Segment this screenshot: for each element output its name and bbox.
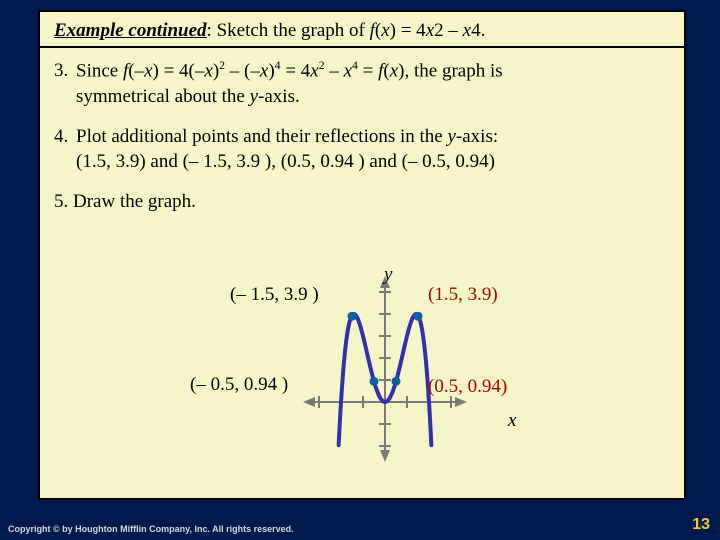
point-label-bot-left: (– 0.5, 0.94 ): [190, 374, 288, 396]
slide-body: 3. Since f(–x) = 4(–x)2 – (–x)4 = 4x2 – …: [40, 48, 684, 215]
x-axis-label: x: [508, 410, 516, 432]
point-label-bot-right: (0.5, 0.94): [428, 376, 507, 398]
step-4: 4. Plot additional points and their refl…: [54, 124, 670, 175]
graph-area: y x (– 1.5, 3.9 ) (1.5, 3.9) (– 0.5, 0.9…: [200, 254, 570, 492]
title-lead: Example continued: [54, 20, 207, 41]
slide-title: Example continued: Sketch the graph of f…: [40, 12, 684, 48]
step-5: 5. Draw the graph.: [54, 189, 670, 215]
copyright-footer: Copyright © by Houghton Mifflin Company,…: [8, 524, 294, 534]
point-label-top-right: (1.5, 3.9): [428, 284, 498, 306]
step-3: 3. Since f(–x) = 4(–x)2 – (–x)4 = 4x2 – …: [54, 58, 670, 110]
page-number: 13: [692, 516, 710, 534]
slide-content: Example continued: Sketch the graph of f…: [38, 10, 686, 500]
y-axis-label: y: [384, 264, 392, 286]
point-label-top-left: (– 1.5, 3.9 ): [230, 284, 319, 306]
